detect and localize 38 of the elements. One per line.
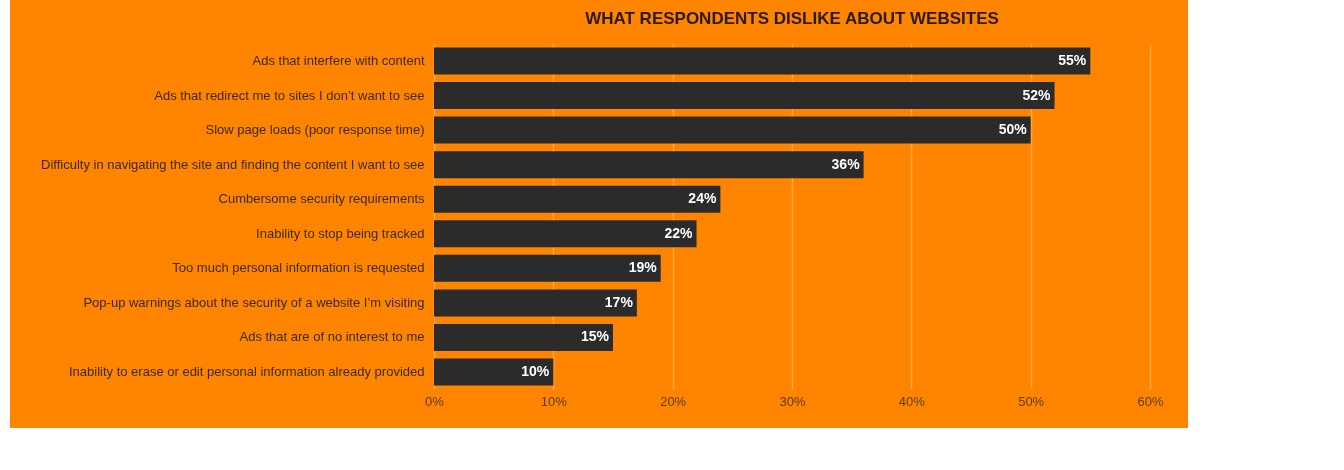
data-label: 17% — [604, 293, 634, 310]
data-label: 36% — [831, 155, 861, 172]
y-tick-label: Ads that are of no interest to me — [239, 329, 425, 345]
x-tick-label: 60% — [1137, 393, 1164, 409]
data-label: 55% — [1058, 51, 1087, 68]
bar — [434, 324, 613, 351]
y-tick-label: Inability to erase or edit personal information already provided — [68, 364, 425, 380]
bar — [434, 185, 721, 213]
data-label: 15% — [580, 328, 610, 345]
bar — [434, 151, 864, 179]
data-label: 22% — [664, 224, 694, 241]
x-tick-label: 30% — [779, 393, 806, 409]
bar — [434, 358, 554, 386]
x-tick-label: 50% — [1018, 393, 1045, 409]
x-tick-label: 40% — [898, 393, 926, 409]
y-tick-label: Cumbersome security requirements — [218, 191, 425, 207]
bar — [434, 254, 661, 282]
y-tick-label: Slow page loads (poor response time) — [205, 122, 425, 138]
bar — [434, 289, 637, 317]
bar — [434, 82, 1055, 109]
bar — [434, 220, 697, 248]
chart-title: WHAT RESPONDENTS DISLIKE ABOUT WEBSITES — [585, 9, 999, 28]
data-label: 52% — [1022, 86, 1052, 103]
bar — [434, 47, 1091, 75]
x-tick-label: 0% — [425, 393, 445, 409]
y-tick-label: Too much personal information is requested — [172, 260, 425, 276]
data-label: 50% — [998, 121, 1028, 138]
y-tick-label: Ads that redirect me to sites I don’t want to see — [154, 87, 425, 103]
x-tick-label: 20% — [660, 393, 687, 409]
y-tick-label: Ads that interfere with content — [252, 52, 425, 68]
data-label: 24% — [688, 190, 717, 207]
y-tick-label: Inability to stop being tracked — [256, 225, 425, 241]
data-label: 19% — [628, 259, 658, 276]
y-tick-label: Pop-up warnings about the security of a website I’m visiting — [83, 294, 425, 310]
x-tick-label: 10% — [540, 393, 568, 409]
data-label: 10% — [521, 363, 550, 380]
y-tick-label: Difficulty in navigating the site and finding the content I want to see — [41, 156, 425, 172]
bar — [434, 116, 1031, 144]
